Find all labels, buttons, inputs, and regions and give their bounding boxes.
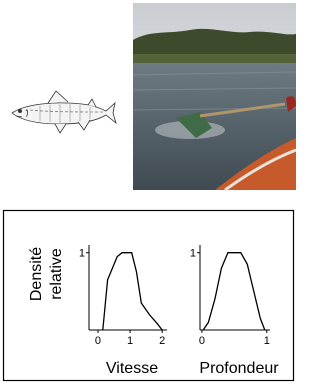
y-axis-label: Densité relative: [27, 234, 71, 314]
y-tick-label: 1: [79, 248, 85, 260]
x-tick-label: 2: [159, 335, 165, 347]
y-tick-label: 1: [190, 248, 196, 260]
x-tick-label: 1: [127, 335, 133, 347]
fish-drawing: [12, 91, 116, 133]
x-tick-label: 0: [199, 335, 205, 347]
x-tick-label: 1: [264, 335, 270, 347]
figure: 1 0 1 2 Vitesse 1 0 1 Profondeur Densité relativ…: [0, 0, 296, 383]
photo: [133, 3, 296, 190]
density-curve: [103, 253, 162, 330]
density-curve: [203, 253, 265, 330]
x-axis-label: Profondeur: [199, 360, 279, 377]
figure-canvas: 1 0 1 2 Vitesse 1 0 1 Profondeur: [0, 0, 296, 383]
x-axis-label: Vitesse: [106, 360, 158, 377]
x-tick-label: 0: [95, 335, 101, 347]
